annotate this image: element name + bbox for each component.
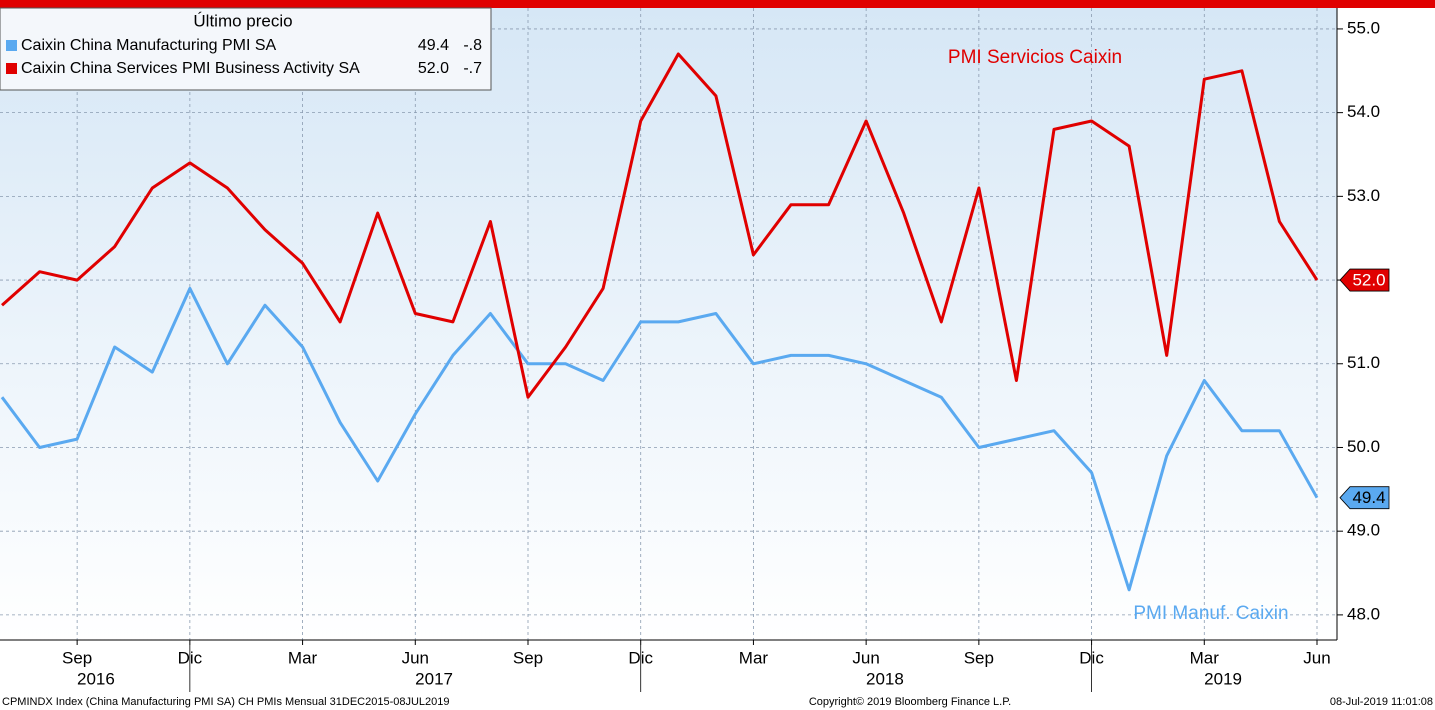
- legend-swatch: [6, 40, 17, 51]
- x-tick-label: Mar: [1190, 648, 1220, 667]
- footer-left: CPMINDX Index (China Manufacturing PMI S…: [2, 696, 450, 708]
- y-tick-label: 51.0: [1347, 353, 1380, 372]
- legend-last: 52.0: [418, 60, 449, 77]
- legend-last: 49.4: [418, 37, 449, 54]
- legend-change: -.7: [463, 60, 482, 77]
- legend-swatch: [6, 63, 17, 74]
- year-label: 2017: [415, 669, 453, 688]
- y-tick-label: 48.0: [1347, 604, 1380, 623]
- last-value-tag: [1339, 268, 1390, 292]
- y-tick-label: 55.0: [1347, 18, 1380, 37]
- x-tick-label: Jun: [1303, 648, 1330, 667]
- legend-label: Caixin China Manufacturing PMI SA: [21, 37, 277, 54]
- y-tick-label: 53.0: [1347, 186, 1380, 205]
- year-label: 2019: [1204, 669, 1242, 688]
- series-line: [1, 52, 1319, 399]
- y-tick-label: 54.0: [1347, 102, 1380, 121]
- legend-box: [0, 7, 492, 91]
- legend-label: Caixin China Services PMI Business Activ…: [21, 60, 360, 77]
- legend-change: -.8: [463, 37, 482, 54]
- annotation: PMI Servicios Caixin: [948, 47, 1122, 68]
- annotation: PMI Manuf. Caixin: [1133, 603, 1288, 624]
- year-label: 2016: [77, 669, 115, 688]
- x-tick-label: Mar: [739, 648, 769, 667]
- x-tick-label: Jun: [402, 648, 429, 667]
- x-tick-label: Sep: [62, 648, 92, 667]
- footer-center: Copyright© 2019 Bloomberg Finance L.P.: [809, 696, 1011, 708]
- footer-right: 08-Jul-2019 11:01:08: [1330, 696, 1433, 708]
- series-line: [0, 286, 1319, 592]
- plot-area: [0, 8, 1337, 640]
- legend-title: Último precio: [193, 11, 292, 30]
- last-value-tag: [1339, 486, 1390, 510]
- x-tick-label: Jun: [852, 648, 879, 667]
- y-tick-label: 49.0: [1347, 521, 1380, 540]
- x-tick-label: Sep: [964, 648, 994, 667]
- year-label: 2018: [866, 669, 904, 688]
- last-value-label: 52.0: [1352, 271, 1385, 290]
- top-band: [0, 0, 1435, 8]
- x-tick-label: Mar: [288, 648, 318, 667]
- y-tick-label: 50.0: [1347, 437, 1380, 456]
- x-tick-label: Sep: [513, 648, 543, 667]
- last-value-label: 49.4: [1352, 488, 1385, 507]
